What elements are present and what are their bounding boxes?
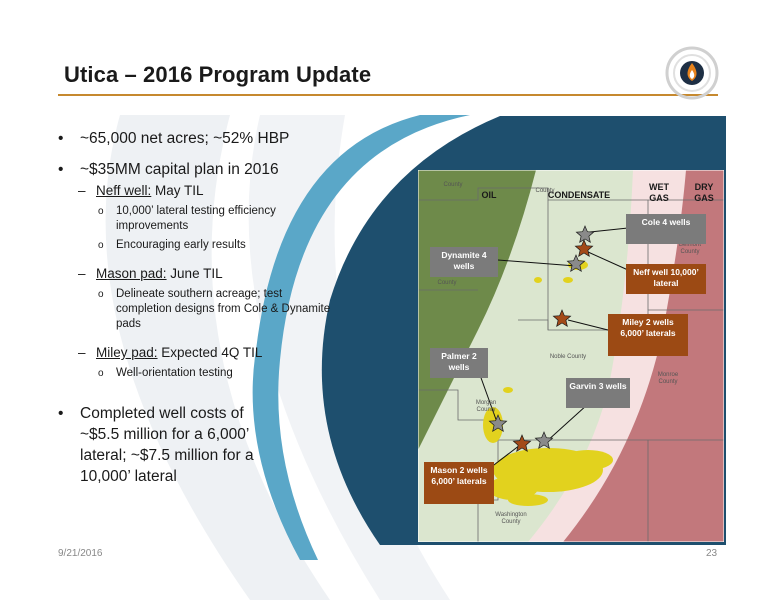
label-palmer: Palmer 2 wells [430,348,488,378]
dry-gas-zone [563,170,724,542]
sub-bullet-miley: Miley pad: Expected 4Q TIL [56,344,376,362]
county-label-monroe: Monroe County [657,372,679,385]
neff-label: Neff well: [96,183,152,198]
page-title: Utica – 2016 Program Update [64,62,372,87]
neff-star-icon [574,239,594,258]
miley-detail-1: Well-orientation testing [56,366,331,381]
mason-detail-1: Delineate southern acreage; test complet… [56,287,331,332]
callout-arrows [479,227,629,469]
zone-label-wet-gas: WET GAS [649,182,669,203]
miley-text: Expected 4Q TIL [157,345,263,360]
cole-star-icon [575,225,595,244]
county-label: County [437,280,457,286]
bullet-acres: ~65,000 net acres; ~52% HBP [56,128,376,149]
company-logo-icon [665,46,719,100]
well-stars [488,225,595,453]
mason-label: Mason pad: [96,266,167,281]
label-neff: Neff well 10,000’ lateral [626,264,706,294]
mason-text: June TIL [166,266,223,281]
label-cole: Cole 4 wells [626,214,706,244]
label-dynamite: Dynamite 4 wells [430,247,498,277]
bullet-list: ~65,000 net acres; ~52% HBP ~$35MM capit… [56,128,376,497]
neff-text: May TIL [151,183,204,198]
zone-label-condensate: CONDENSATE [547,190,611,200]
county-label: County [535,188,555,194]
map-graphic [418,170,724,542]
garvin-star-icon [534,431,554,450]
bullet-capital: ~$35MM capital plan in 2016 [56,159,376,180]
miley-label: Miley pad: [96,345,158,360]
footer-date: 9/21/2016 [58,548,103,559]
sub-bullet-mason: Mason pad: June TIL [56,265,376,283]
label-mason: Mason 2 wells 6,000’ laterals [424,462,494,504]
label-miley: Miley 2 wells 6,000’ laterals [608,314,688,356]
neff-detail-2: Encouraging early results [56,238,331,253]
neff-detail-1: 10,000’ lateral testing efficiency impro… [56,204,331,234]
miley-star-icon [552,309,572,328]
bullet-costs: Completed well costs of ~$5.5 million fo… [56,403,280,487]
palmer-star-icon [488,414,508,433]
title-divider [58,94,718,96]
county-label-washington: Washington County [495,512,527,525]
utica-map: OIL CONDENSATE WET GAS DRY GAS County Co… [418,170,724,542]
zone-label-dry-gas: DRY GAS [694,182,714,203]
dynamite-star-icon [566,254,586,273]
oil-zone [418,170,536,450]
sub-bullet-neff: Neff well: May TIL [56,182,376,200]
page-number: 23 [706,548,718,559]
mason-star-icon [512,434,532,453]
county-label-belmont: Belmont County [678,242,701,255]
label-garvin: Garvin 3 wells [566,378,630,408]
zone-label-oil: OIL [481,190,497,200]
county-label: County [443,182,463,188]
county-label-noble: Noble County [549,354,587,360]
county-label-morgan: Morgan County [475,400,497,413]
